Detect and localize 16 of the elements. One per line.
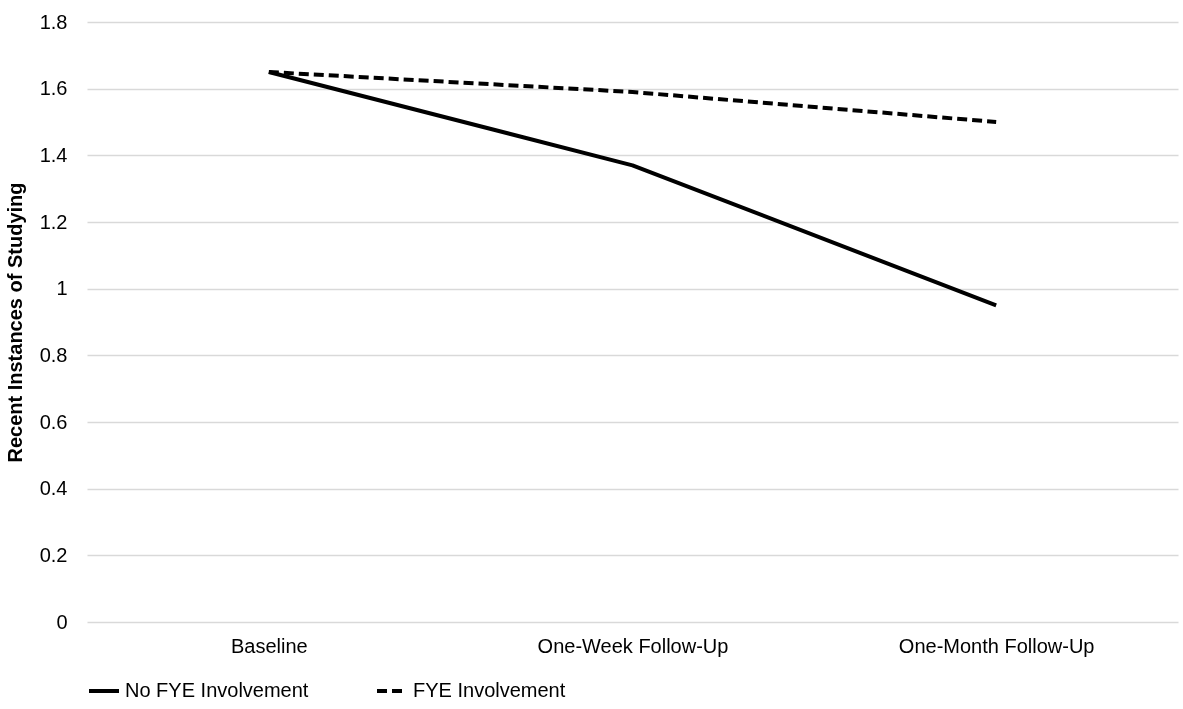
y-tick-label: 0.6 <box>39 410 68 433</box>
y-axis-title: Recent Instances of Studying <box>3 182 26 463</box>
y-tick-label: 0.8 <box>39 343 68 366</box>
x-tick-label: Baseline <box>230 634 308 657</box>
y-tick-label: 0 <box>56 610 68 633</box>
y-tick-label: 1.6 <box>39 77 68 100</box>
y-tick-label: 1 <box>56 277 68 300</box>
x-tick-label: One-Week Follow-Up <box>537 634 729 657</box>
y-tick-label: 0.2 <box>39 543 68 566</box>
y-tick-label: 1.8 <box>39 10 68 33</box>
legend-label: No FYE Involvement <box>125 679 309 701</box>
y-tick-label: 0.4 <box>39 477 68 500</box>
x-tick-label: One-Month Follow-Up <box>898 634 1095 657</box>
legend-label: FYE Involvement <box>413 679 566 701</box>
y-tick-label: 1.4 <box>39 143 68 166</box>
y-tick-label: 1.2 <box>39 210 68 233</box>
